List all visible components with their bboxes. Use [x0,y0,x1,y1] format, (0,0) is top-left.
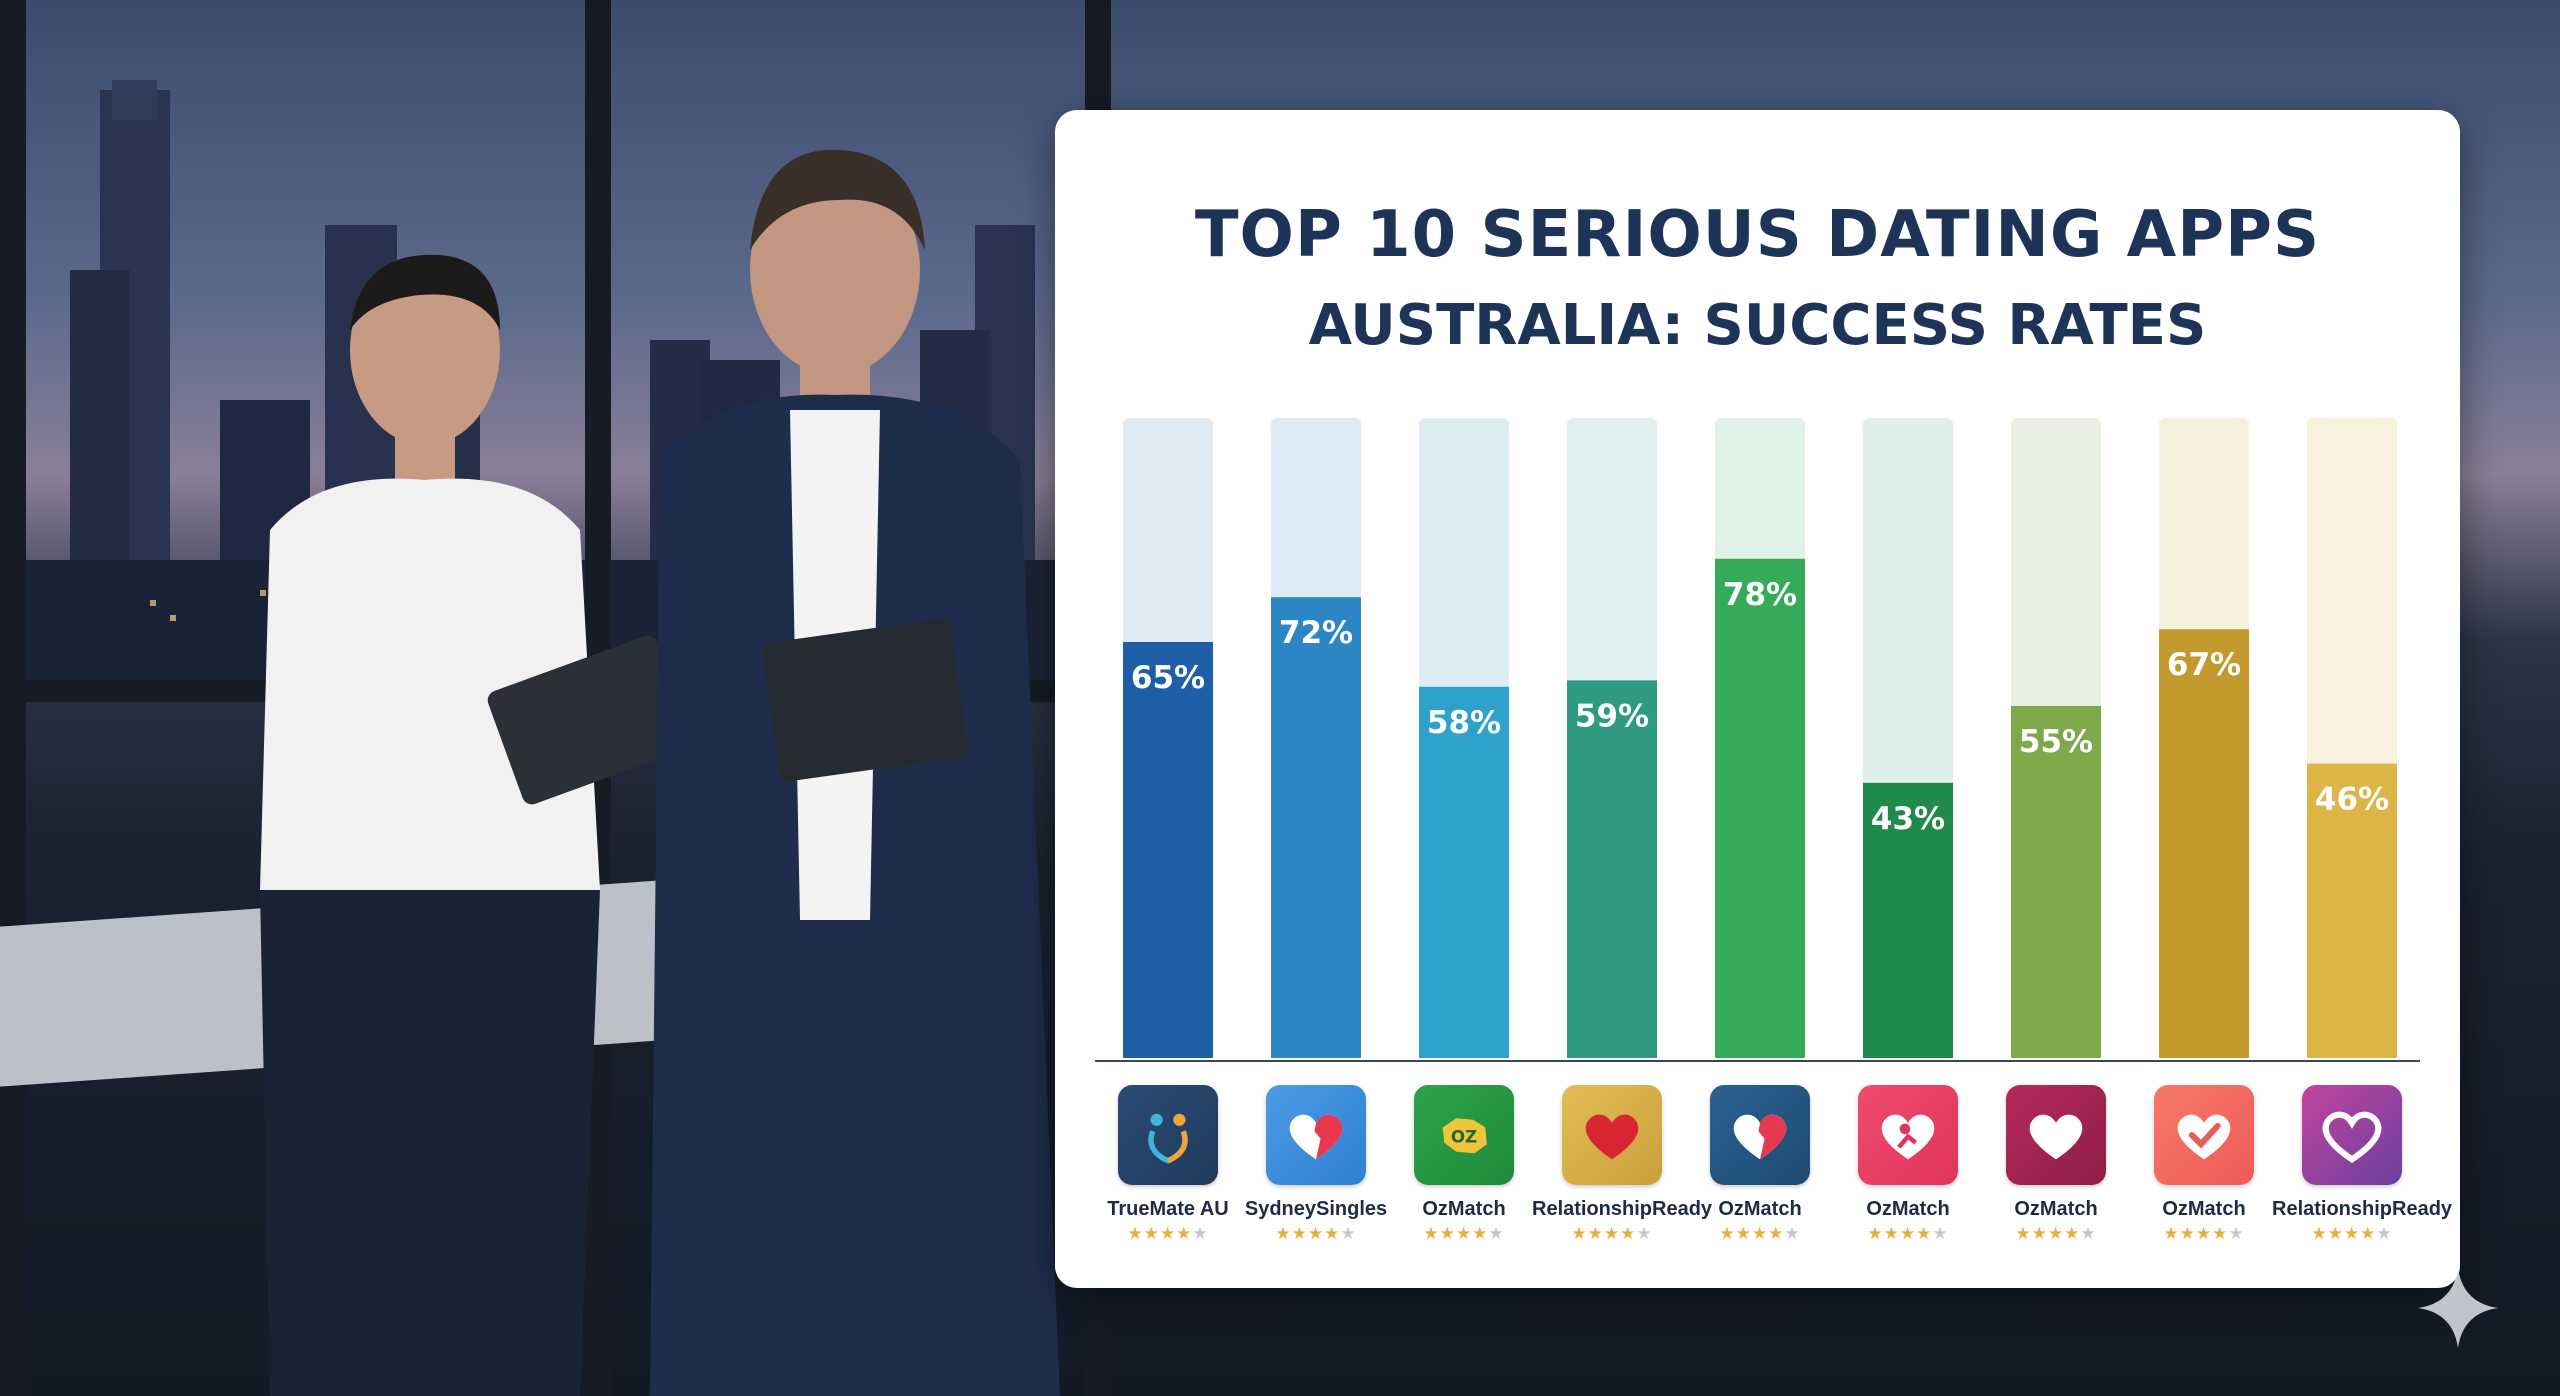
star-icon: ★ [1159,1224,1177,1244]
star-icon: ★ [1916,1224,1933,1244]
bar [2159,629,2249,1058]
star-icon: ★ [1176,1224,1193,1244]
star-icon: ★ [1455,1224,1473,1244]
star-icon: ★ [1719,1224,1736,1244]
star-rating: ★★★★★ [1384,1224,1544,1244]
star-icon: ★ [1439,1224,1456,1244]
star-icon: ★ [2327,1224,2344,1244]
star-icon: ★ [1768,1224,1785,1244]
star-icon: ★ [1784,1224,1801,1244]
bar-value-label: 78% [1723,577,1797,613]
star-icon: ★ [1867,1224,1884,1244]
star-icon: ★ [2195,1224,2213,1244]
bar-value-label: 65% [1131,660,1205,696]
star-icon: ★ [2015,1224,2032,1244]
bar-value-label: 72% [1279,615,1353,651]
star-icon: ★ [1127,1224,1144,1244]
bar [1419,686,1509,1058]
star-icon: ★ [2064,1224,2081,1244]
bar [1863,782,1953,1058]
app-name-label: OzMatch [2162,1198,2246,1220]
bar [1271,597,1361,1058]
bar-value-label: 43% [1871,801,1945,837]
star-icon: ★ [2163,1224,2180,1244]
star-icon: ★ [1751,1224,1769,1244]
star-rating: ★★★★★ [1532,1224,1692,1244]
star-icon: ★ [2080,1224,2097,1244]
outline-heart-icon [2302,1085,2402,1185]
chart-subtitle: AUSTRALIA: SUCCESS RATES [1308,293,2207,358]
star-icon: ★ [1603,1224,1621,1244]
star-rating: ★★★★★ [2124,1224,2284,1244]
star-icon: ★ [2212,1224,2229,1244]
star-icon: ★ [1340,1224,1357,1244]
bar-value-label: 55% [2019,724,2093,760]
heart-icon [2006,1085,2106,1185]
star-icon: ★ [1620,1224,1637,1244]
app-name-label: OzMatch [1866,1198,1950,1220]
star-rating: ★★★★★ [2272,1224,2432,1244]
star-rating: ★★★★★ [1236,1224,1396,1244]
app-name-label: RelationshipReady [1532,1198,1713,1220]
star-icon: ★ [1899,1224,1917,1244]
star-icon: ★ [1883,1224,1900,1244]
star-icon: ★ [1192,1224,1209,1244]
woman-with-tablet [260,254,660,1396]
star-icon: ★ [2228,1224,2245,1244]
app-name-label: SydneySingles [1244,1198,1388,1220]
app-name-label: TrueMate AU [1107,1198,1229,1220]
bar-chart: 65% 72% 58% 59% 78% 43% 55% 67% 46% [1095,418,2420,1062]
star-icon: ★ [2343,1224,2361,1244]
bar [1123,642,1213,1058]
star-icon: ★ [1275,1224,1292,1244]
star-icon: ★ [2179,1224,2196,1244]
bar [2011,706,2101,1058]
bar-value-label: 46% [2315,782,2389,818]
star-icon: ★ [2031,1224,2048,1244]
star-icon: ★ [1324,1224,1341,1244]
bar-value-label: 67% [2167,647,2241,683]
star-icon: ★ [1307,1224,1325,1244]
sparkle-icon [2418,1268,2498,1348]
star-rating: ★★★★★ [1088,1224,1248,1244]
man-with-tablet [650,149,1060,1396]
couple-heart-icon [1118,1085,1218,1185]
australia-oz-icon: OZ [1414,1085,1514,1185]
star-icon: ★ [1423,1224,1440,1244]
bar [1715,558,1805,1058]
star-icon: ★ [1932,1224,1949,1244]
star-icon: ★ [2047,1224,2065,1244]
star-rating: ★★★★★ [1680,1224,1840,1244]
split-heart-icon [1266,1085,1366,1185]
chart-card: TOP 10 SERIOUS DATING APPS AUSTRALIA: SU… [1055,110,2460,1288]
check-heart-icon [2154,1085,2254,1185]
star-icon: ★ [1472,1224,1489,1244]
star-icon: ★ [1488,1224,1505,1244]
heart-icon [1562,1085,1662,1185]
star-icon: ★ [1636,1224,1653,1244]
star-rating: ★★★★★ [1976,1224,2136,1244]
bar-value-label: 59% [1575,698,1649,734]
split-heart-icon [1710,1085,1810,1185]
bar-value-label: 58% [1427,705,1501,741]
star-icon: ★ [2311,1224,2328,1244]
app-name-label: OzMatch [1422,1198,1506,1220]
bar [2307,763,2397,1058]
star-icon: ★ [1587,1224,1604,1244]
app-name-label: RelationshipReady [2272,1198,2453,1220]
svg-text:OZ: OZ [1451,1127,1477,1147]
star-icon: ★ [2360,1224,2377,1244]
star-icon: ★ [1291,1224,1308,1244]
star-icon: ★ [1143,1224,1160,1244]
star-icon: ★ [1735,1224,1752,1244]
star-rating: ★★★★★ [1828,1224,1988,1244]
star-icon: ★ [1571,1224,1588,1244]
chart-title: TOP 10 SERIOUS DATING APPS [1194,198,2321,272]
bar [1567,680,1657,1058]
app-name-label: OzMatch [2014,1198,2098,1220]
person-heart-icon [1858,1085,1958,1185]
star-icon: ★ [2376,1224,2393,1244]
app-name-label: OzMatch [1718,1198,1802,1220]
